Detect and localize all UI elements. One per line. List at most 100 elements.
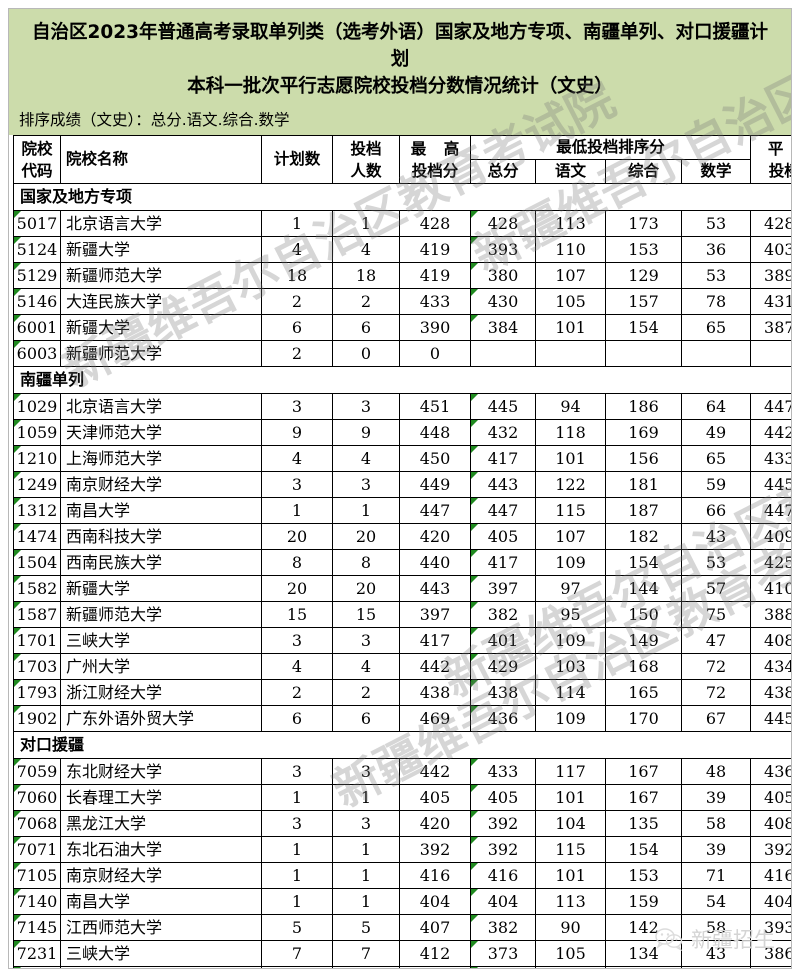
cell-plan: 3 — [261, 627, 333, 654]
cell-chinese: 101 — [535, 445, 606, 472]
cell-chinese: 110 — [535, 236, 606, 263]
cell-highest: 428 — [399, 210, 471, 237]
cell-chinese: 105 — [535, 288, 606, 315]
table-row: 6003 新疆师范大学 2 0 0 — [13, 340, 791, 367]
cell-comprehensive: 157 — [605, 288, 682, 315]
cell-total: 417 — [470, 549, 536, 576]
cell-highest: 419 — [399, 262, 471, 289]
cell-comprehensive: 154 — [605, 314, 682, 341]
cell-total: 438 — [470, 679, 536, 706]
col-header-highest-line2: 投档分 — [411, 161, 459, 180]
cell-average: 388.80 — [750, 601, 791, 628]
cell-code: 6003 — [13, 340, 61, 367]
cell-average: 447.00 — [750, 497, 791, 524]
cell-code: 5017 — [13, 210, 61, 237]
cell-highest: 412 — [399, 940, 471, 967]
cell-total: 432 — [470, 419, 536, 446]
cell-comprehensive: 186 — [605, 393, 682, 420]
cell-total: 382 — [470, 601, 536, 628]
cell-highest: 450 — [399, 445, 471, 472]
cell-name: 天津师范大学 — [60, 419, 262, 446]
col-header-code-line2: 代码 — [21, 161, 53, 180]
cell-average: 408.00 — [750, 627, 791, 654]
table-section-header: 对口援疆 — [12, 731, 791, 759]
cell-comprehensive: 149 — [605, 627, 682, 654]
cell-highest: 405 — [399, 784, 471, 811]
cell-average: 433.25 — [750, 445, 791, 472]
cell-name: 南京财经大学 — [60, 862, 262, 889]
cell-chinese: 107 — [535, 523, 606, 550]
cell-chinese: 113 — [535, 888, 606, 915]
cell-plan: 3 — [261, 758, 333, 785]
cell-highest: 397 — [399, 601, 471, 628]
cell-average: 442.33 — [750, 419, 791, 446]
cell-comprehensive: 144 — [605, 575, 682, 602]
table-header: 院校 代码 院校名称 计划数 投档 人数 最 高 投档分 — [13, 135, 791, 184]
cell-highest: 404 — [399, 888, 471, 915]
cell-highest: 390 — [399, 314, 471, 341]
cell-highest: 420 — [399, 810, 471, 837]
cell-chinese: 102 — [535, 966, 606, 968]
score-table: 院校 代码 院校名称 计划数 投档 人数 最 高 投档分 — [12, 135, 791, 968]
cell-math: 80 — [680, 966, 752, 968]
cell-math: 78 — [680, 288, 752, 315]
cell-highest: 443 — [399, 575, 471, 602]
cell-plan: 1 — [261, 784, 333, 811]
cell-name: 三峡大学 — [60, 627, 262, 654]
cell-total: 392 — [470, 810, 536, 837]
cell-total: 380 — [470, 262, 536, 289]
col-header-submitted-line2: 人数 — [350, 161, 382, 180]
cell-highest: 447 — [399, 497, 471, 524]
cell-average: 438.00 — [750, 679, 791, 706]
cell-name: 西南民族大学 — [60, 549, 262, 576]
cell-highest: 433 — [399, 288, 471, 315]
cell-chinese: 115 — [535, 497, 606, 524]
cell-math: 39 — [680, 784, 752, 811]
cell-average: 445.33 — [750, 705, 791, 732]
cell-total: 443 — [470, 471, 536, 498]
cell-math: 64 — [680, 393, 752, 420]
cell-plan: 4 — [261, 445, 333, 472]
cell-math: 71 — [680, 862, 752, 889]
cell-total: 447 — [470, 497, 536, 524]
cell-chinese: 104 — [535, 810, 606, 837]
cell-chinese: 105 — [535, 940, 606, 967]
cell-code: 1701 — [13, 627, 61, 654]
cell-comprehensive — [605, 340, 682, 367]
col-header-submitted: 投档 人数 — [332, 135, 400, 184]
col-header-plan: 计划数 — [261, 135, 333, 184]
cell-code: 7231 — [13, 940, 61, 967]
section-label: 对口援疆 — [12, 731, 791, 759]
cell-average: 408.00 — [750, 810, 791, 837]
cell-comprehensive: 150 — [605, 601, 682, 628]
cell-plan: 20 — [261, 523, 333, 550]
cell-code: 1703 — [13, 653, 61, 680]
section-label: 国家及地方专项 — [12, 183, 791, 211]
cell-name: 广州大学 — [60, 966, 262, 968]
cell-plan: 1 — [261, 210, 333, 237]
cell-code: 1249 — [13, 471, 61, 498]
col-header-submitted-line1: 投档 — [350, 139, 382, 158]
cell-submitted: 15 — [332, 601, 400, 628]
cell-plan: 2 — [261, 679, 333, 706]
cell-name: 长春理工大学 — [60, 784, 262, 811]
cell-code: 5129 — [13, 262, 61, 289]
cell-name: 新疆大学 — [60, 314, 262, 341]
cell-submitted: 6 — [332, 705, 400, 732]
cell-chinese: 109 — [535, 627, 606, 654]
cell-math: 54 — [680, 888, 752, 915]
table-section-header: 南疆单列 — [12, 366, 791, 394]
cell-math: 47 — [680, 627, 752, 654]
cell-math: 67 — [680, 705, 752, 732]
cell-submitted: 6 — [332, 966, 400, 968]
cell-submitted: 4 — [332, 236, 400, 263]
